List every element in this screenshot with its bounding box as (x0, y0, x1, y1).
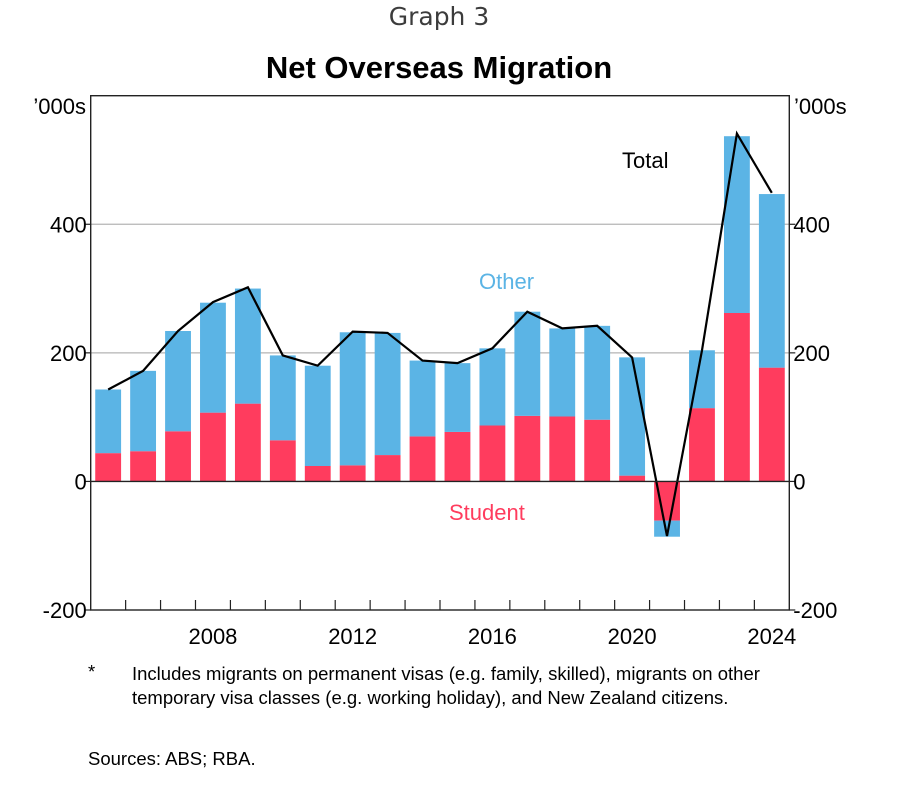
student-bar (479, 425, 506, 482)
gridlines (90, 223, 790, 354)
student-bar (165, 431, 191, 482)
other-bar (130, 370, 157, 452)
right-y-tick-label: -200 (793, 598, 837, 623)
other-bar (234, 288, 261, 404)
x-tick-label: 2012 (328, 624, 377, 649)
other-bar (374, 332, 401, 456)
student-bar (444, 431, 471, 482)
student-bar (130, 451, 157, 482)
student-bar (339, 465, 366, 482)
student-bar (758, 367, 785, 482)
left-unit-label: ’000s (33, 94, 86, 119)
student-bar (619, 475, 646, 482)
chart-title: Net Overseas Migration (265, 50, 613, 85)
student-bar (95, 453, 122, 482)
total-line-layer (107, 130, 773, 537)
other-series-label: Other (479, 269, 534, 294)
student-bar (269, 440, 296, 482)
labels: ’000s ’000s Total Other Student (33, 94, 846, 525)
other-bar (304, 365, 331, 466)
student-bar (689, 408, 715, 482)
other-bar (584, 325, 611, 420)
student-bar (514, 415, 541, 482)
x-tick-label: 2008 (188, 624, 237, 649)
footnote-mark: * (88, 661, 96, 682)
other-bar (479, 348, 506, 426)
left-y-tick-label: -200 (43, 598, 87, 623)
other-bar (758, 194, 785, 368)
footnote-text: Includes migrants on permanent visas (e.… (132, 663, 760, 708)
student-bar (409, 436, 436, 482)
other-bar (165, 330, 191, 432)
student-series-label: Student (449, 500, 525, 525)
other-bar (654, 520, 680, 537)
student-bar (304, 465, 331, 482)
axes: -200 -200 0 0 200 200 400 400 2008 2012 2016 2020 20… (43, 94, 837, 649)
chart-canvas: -200 -200 0 0 200 200 400 400 2008 2012 2016 2020 20… (33, 94, 846, 649)
other-bar (619, 357, 646, 476)
right-y-tick-label: 200 (793, 341, 830, 366)
other-bar (95, 389, 122, 454)
left-y-tick-label: 400 (50, 212, 87, 237)
other-bar (514, 311, 541, 416)
other-bar (723, 136, 750, 313)
right-y-tick-label: 0 (793, 469, 805, 494)
other-bar (200, 302, 226, 413)
right-y-tick-label: 400 (793, 212, 830, 237)
total-line (107, 130, 773, 537)
student-bar (723, 312, 750, 482)
student-bar (234, 403, 261, 482)
other-bar (444, 363, 471, 432)
left-y-tick-label: 200 (50, 341, 87, 366)
student-bar (374, 455, 401, 482)
sources-note: Sources: ABS; RBA. (88, 748, 256, 769)
right-unit-label: ’000s (794, 94, 847, 119)
x-tick-label: 2016 (468, 624, 517, 649)
other-bar (269, 355, 296, 441)
left-y-tick-label: 0 (74, 469, 86, 494)
bars (95, 136, 785, 537)
x-tick-label: 2024 (747, 624, 796, 649)
graph-number: Graph 3 (388, 2, 490, 31)
student-bar (584, 419, 611, 482)
x-tick-label: 2020 (608, 624, 657, 649)
other-bar (549, 328, 576, 417)
other-bar (339, 332, 366, 466)
student-bar (200, 412, 226, 482)
total-series-label: Total (622, 148, 668, 173)
student-bar (549, 416, 576, 482)
other-bar (409, 360, 436, 437)
